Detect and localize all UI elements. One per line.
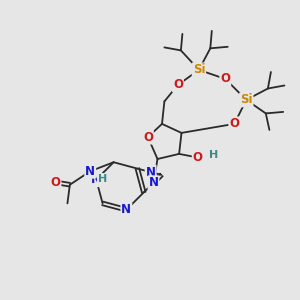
- Text: N: N: [91, 173, 101, 186]
- Text: O: O: [143, 130, 153, 144]
- Text: H: H: [98, 174, 107, 184]
- Text: Si: Si: [193, 63, 205, 76]
- Text: N: N: [122, 203, 131, 216]
- Text: O: O: [229, 117, 239, 130]
- Text: O: O: [220, 72, 230, 86]
- Text: O: O: [173, 78, 183, 92]
- Text: N: N: [148, 176, 158, 189]
- Text: Si: Si: [240, 93, 253, 106]
- Text: O: O: [193, 151, 203, 164]
- Text: O: O: [50, 176, 60, 189]
- Text: H: H: [209, 150, 218, 160]
- Text: N: N: [146, 166, 156, 178]
- Text: N: N: [85, 165, 95, 178]
